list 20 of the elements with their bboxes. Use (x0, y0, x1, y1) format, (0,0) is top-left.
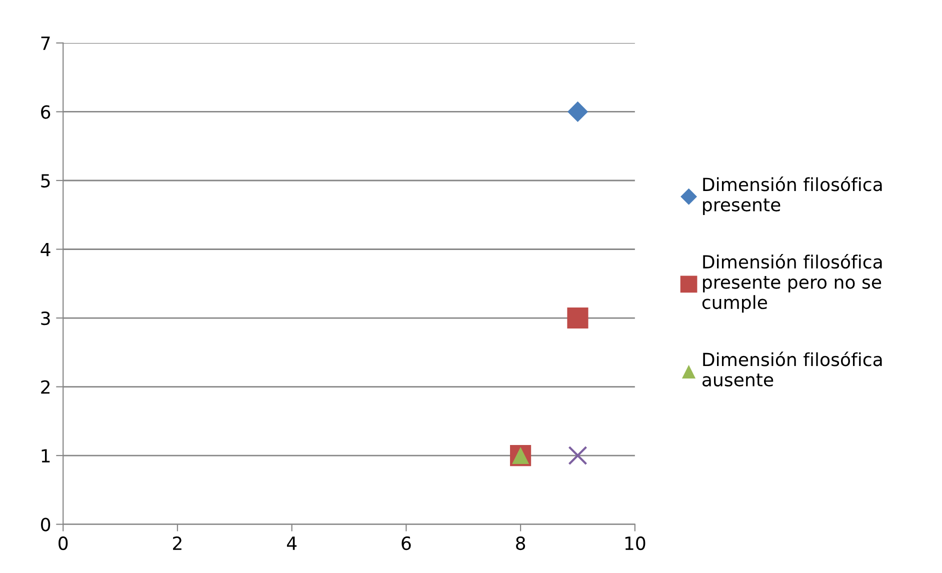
legend-label: Dimensión filosófica presente (703, 176, 882, 215)
point (567, 307, 588, 329)
y-tick-label: 3 (41, 311, 50, 326)
x-tick-label: 0 (58, 536, 68, 550)
y-tick-label: 4 (40, 242, 50, 256)
y-tick-label: 0 (41, 518, 50, 532)
legend-label: Dimensión filosófica ausente (702, 352, 882, 387)
y-tick-label: 6 (41, 105, 50, 119)
y-tick-label: 5 (41, 174, 50, 188)
x-tick-label: 8 (516, 536, 526, 550)
y-tick-label: 2 (41, 380, 50, 394)
x-tick-label: 4 (286, 536, 297, 550)
point (567, 101, 588, 122)
y-tick-label: 7 (41, 36, 50, 50)
x-tick-label: 10 (625, 536, 646, 550)
x-tick-label: 2 (173, 536, 182, 550)
y-tick-label: 1 (42, 449, 50, 462)
legend-label: Dimensión filosófica presente pero no se cumple (702, 254, 882, 313)
point (568, 446, 588, 466)
x-tick-label: 6 (402, 536, 411, 550)
